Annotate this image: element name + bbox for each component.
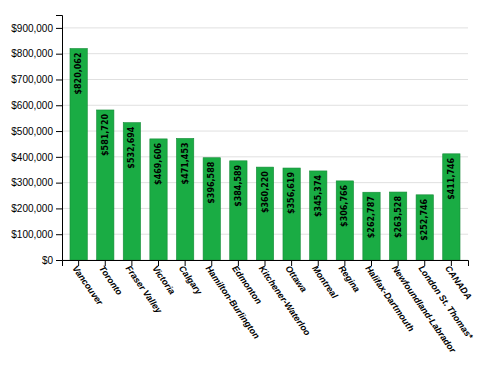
y-tick-mark <box>56 28 62 29</box>
y-tick: $500,000 <box>11 126 62 137</box>
data-label: $396,588 <box>207 161 216 203</box>
x-tick: Kitchener-Waterloo <box>257 260 313 338</box>
bar <box>363 192 380 260</box>
x-tick: Montreal <box>310 260 340 301</box>
bar <box>256 167 273 260</box>
y-tick-label: $600,000 <box>11 100 53 111</box>
bar <box>70 49 87 260</box>
x-tick: Regina <box>337 260 362 294</box>
data-label: $532,694 <box>127 126 136 168</box>
data-label: $469,606 <box>154 142 163 184</box>
x-tick-label: Hamilton-Burlington <box>204 264 262 341</box>
bar <box>283 168 300 260</box>
y-tick: $300,000 <box>11 177 62 188</box>
plot-area: $0 $100,000 $200,000 $300,000 $400,000 $500,0… <box>11 16 475 356</box>
data-label: $411,746 <box>447 157 456 199</box>
y-axis: $0 $100,000 $200,000 $300,000 $400,000 $500,0… <box>11 16 62 266</box>
y-tick-mark <box>56 79 62 80</box>
chart-svg: $0 $100,000 $200,000 $300,000 $400,000 $500,0… <box>0 0 500 375</box>
x-tick: Toronto <box>97 260 125 297</box>
x-tick-label: Regina <box>337 264 362 294</box>
data-label: $820,062 <box>74 53 83 95</box>
x-tick: Halifax-Dartmouth <box>363 260 416 334</box>
data-label: $262,787 <box>367 196 376 238</box>
y-tick-label: $700,000 <box>11 74 53 85</box>
data-label: $306,766 <box>340 184 349 226</box>
y-tick-mark <box>56 234 62 235</box>
grid-line <box>62 156 468 157</box>
y-tick-mark <box>56 183 62 184</box>
bar <box>150 139 167 260</box>
x-tick-label: Victoria <box>150 264 177 297</box>
bar <box>123 123 140 260</box>
y-tick-label: $500,000 <box>11 126 53 137</box>
y-tick-label: $100,000 <box>11 229 53 240</box>
x-tick: CANADA <box>443 260 474 301</box>
y-tick-mark <box>56 54 62 55</box>
y-tick-label: $400,000 <box>11 152 53 163</box>
x-tick-label: Toronto <box>97 264 125 298</box>
grid-line <box>62 131 468 132</box>
y-tick-label: $300,000 <box>11 177 53 188</box>
y-tick: $600,000 <box>11 100 62 111</box>
data-label: $345,374 <box>314 175 323 217</box>
x-tick: Ottawa <box>283 260 308 294</box>
x-tick-label: Ottawa <box>283 264 308 294</box>
data-label: $471,453 <box>181 142 190 184</box>
y-tick-mark <box>56 157 62 158</box>
x-tick: Calgary <box>177 260 205 297</box>
x-tick-label: Montreal <box>310 264 340 301</box>
y-tick-mark <box>56 105 62 106</box>
y-axis-line <box>56 16 63 261</box>
x-tick: London St. Thomas* <box>417 260 476 342</box>
y-tick-mark <box>56 260 62 261</box>
grid-line <box>62 53 468 54</box>
bar <box>416 195 433 260</box>
bar <box>310 171 327 260</box>
grid-line <box>62 79 468 80</box>
x-tick-label: London St. Thomas* <box>417 264 476 342</box>
y-tick-mark <box>56 208 62 209</box>
grid <box>62 28 468 260</box>
y-tick: $900,000 <box>11 23 62 34</box>
x-tick-label: Kitchener-Waterloo <box>257 264 313 338</box>
y-tick: $200,000 <box>11 203 62 214</box>
x-tick: Victoria <box>150 260 177 296</box>
y-tick: $800,000 <box>11 48 62 59</box>
bar <box>389 192 406 260</box>
y-tick-label: $200,000 <box>11 203 53 214</box>
y-tick: $400,000 <box>11 152 62 163</box>
y-tick: $100,000 <box>11 229 62 240</box>
data-label: $356,619 <box>287 172 296 214</box>
grid-line <box>62 105 468 106</box>
x-axis: VancouverTorontoFraser ValleyVictoriaCal… <box>63 260 476 355</box>
data-label: $252,746 <box>420 198 429 240</box>
x-tick-label: Calgary <box>177 264 205 298</box>
y-tick: $0 <box>42 255 62 266</box>
bar <box>230 161 247 260</box>
bar <box>203 158 220 260</box>
y-tick-label: $800,000 <box>11 48 53 59</box>
bar <box>336 181 353 260</box>
x-tick-label: Halifax-Dartmouth <box>363 264 416 334</box>
data-label: $360,220 <box>261 171 270 213</box>
grid-line <box>62 27 468 28</box>
y-tick-label: $900,000 <box>11 23 53 34</box>
data-labels: $820,062 $581,720 $532,694 $469,606 $471,453… <box>74 53 456 241</box>
y-tick-label: $0 <box>42 255 54 266</box>
y-tick: $700,000 <box>11 74 62 85</box>
x-tick-label: CANADA <box>443 264 474 302</box>
bar <box>443 154 460 260</box>
bar <box>97 110 114 260</box>
data-label: $263,528 <box>394 196 403 238</box>
data-label: $384,589 <box>234 164 243 206</box>
bar <box>176 138 193 260</box>
data-label: $581,720 <box>101 114 110 156</box>
y-tick-mark <box>56 131 62 132</box>
bars <box>70 49 460 260</box>
chart-container: $0 $100,000 $200,000 $300,000 $400,000 $500,0… <box>0 0 500 375</box>
